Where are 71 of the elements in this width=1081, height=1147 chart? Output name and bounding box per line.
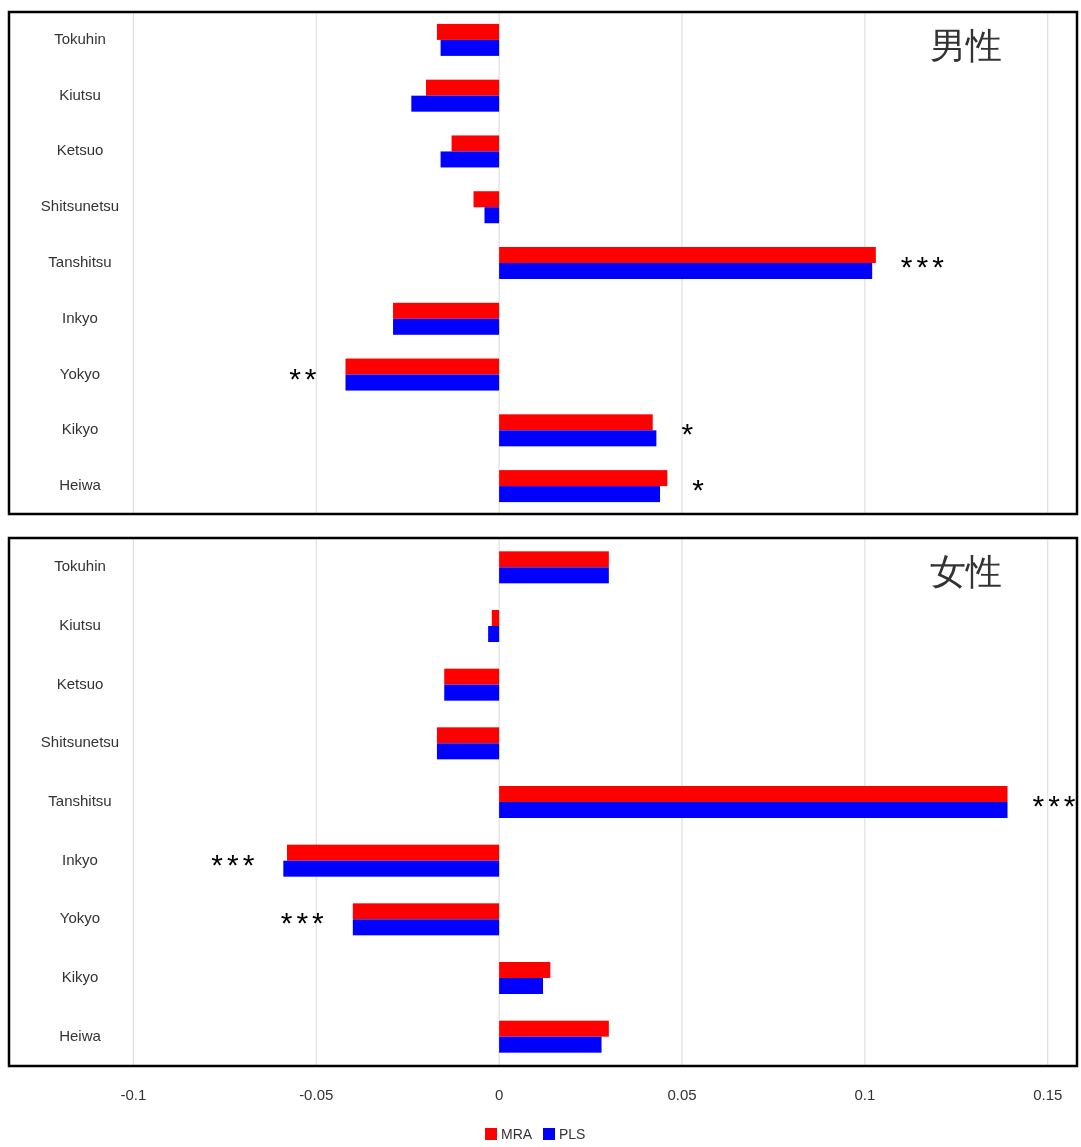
y-tick-label: Tanshitsu <box>48 791 112 809</box>
y-tick-label: Inkyo <box>62 850 98 868</box>
y-tick-label: Shitsunetsu <box>40 733 120 751</box>
bar <box>499 486 661 503</box>
y-tick-label: Kiutsu <box>59 615 101 633</box>
bar <box>440 151 500 168</box>
y-tick-label: Tokuhin <box>54 29 106 47</box>
y-tick-label: Yokyo <box>59 364 101 382</box>
bar <box>499 551 609 568</box>
annotation: *** <box>211 847 259 881</box>
y-tick-label: Heiwa <box>59 476 102 494</box>
bar <box>352 903 500 920</box>
bar <box>499 1020 609 1037</box>
bar <box>440 39 500 56</box>
bar <box>499 786 1008 802</box>
x-tick-label: 0 <box>494 1086 504 1103</box>
annotation: * <box>681 417 698 451</box>
bar <box>499 263 873 279</box>
x-tick-label: 0.15 <box>1033 1086 1063 1103</box>
bar <box>499 978 543 994</box>
y-tick-label: Yokyo <box>59 909 101 927</box>
bar <box>473 191 500 208</box>
bar <box>499 430 657 447</box>
y-tick-label: Tokuhin <box>54 557 106 575</box>
y-tick-label: Shitsunetsu <box>40 197 120 215</box>
y-tick-label: Ketsuo <box>56 141 104 159</box>
bar <box>499 567 609 584</box>
bar <box>499 247 876 263</box>
annotation: ** <box>289 361 321 395</box>
bar <box>352 919 500 936</box>
bar <box>499 802 1008 818</box>
legend-label: MRA <box>501 1126 533 1142</box>
bar <box>491 610 500 626</box>
y-tick-label: Kikyo <box>61 420 99 438</box>
bar <box>444 684 500 701</box>
x-tick-label: -0.1 <box>120 1086 147 1103</box>
annotation: *** <box>280 906 328 940</box>
y-tick-label: Ketsuo <box>56 674 104 692</box>
legend-label: PLS <box>559 1126 586 1142</box>
annotation: * <box>692 473 709 507</box>
bar <box>393 318 500 335</box>
bar <box>345 374 500 391</box>
x-tick-label: 0.05 <box>667 1086 697 1103</box>
bar <box>451 135 500 152</box>
bar <box>283 860 500 877</box>
bar <box>488 626 500 642</box>
annotation: *** <box>1032 789 1080 822</box>
x-tick-label: -0.05 <box>299 1086 334 1103</box>
bar <box>436 23 500 40</box>
y-tick-label: Heiwa <box>59 1026 102 1044</box>
bar <box>425 79 500 96</box>
bar <box>286 844 500 861</box>
chart-title: 女性 <box>930 551 1002 592</box>
y-tick-label: Tanshitsu <box>48 252 112 270</box>
bar <box>436 743 500 760</box>
bar <box>393 302 500 319</box>
bar <box>411 95 500 112</box>
bar <box>484 207 500 224</box>
annotation: *** <box>900 250 948 283</box>
y-tick-label: Kikyo <box>61 967 99 985</box>
y-tick-label: Kiutsu <box>59 85 101 103</box>
bar <box>444 668 500 685</box>
bar <box>499 414 653 431</box>
bar <box>499 1036 602 1053</box>
y-tick-label: Inkyo <box>62 308 98 326</box>
x-tick-label: 0.1 <box>854 1086 876 1103</box>
bar <box>499 470 668 487</box>
bar <box>436 727 500 744</box>
bar <box>499 962 551 978</box>
bar <box>345 358 500 375</box>
chart-title: 男性 <box>930 25 1002 66</box>
